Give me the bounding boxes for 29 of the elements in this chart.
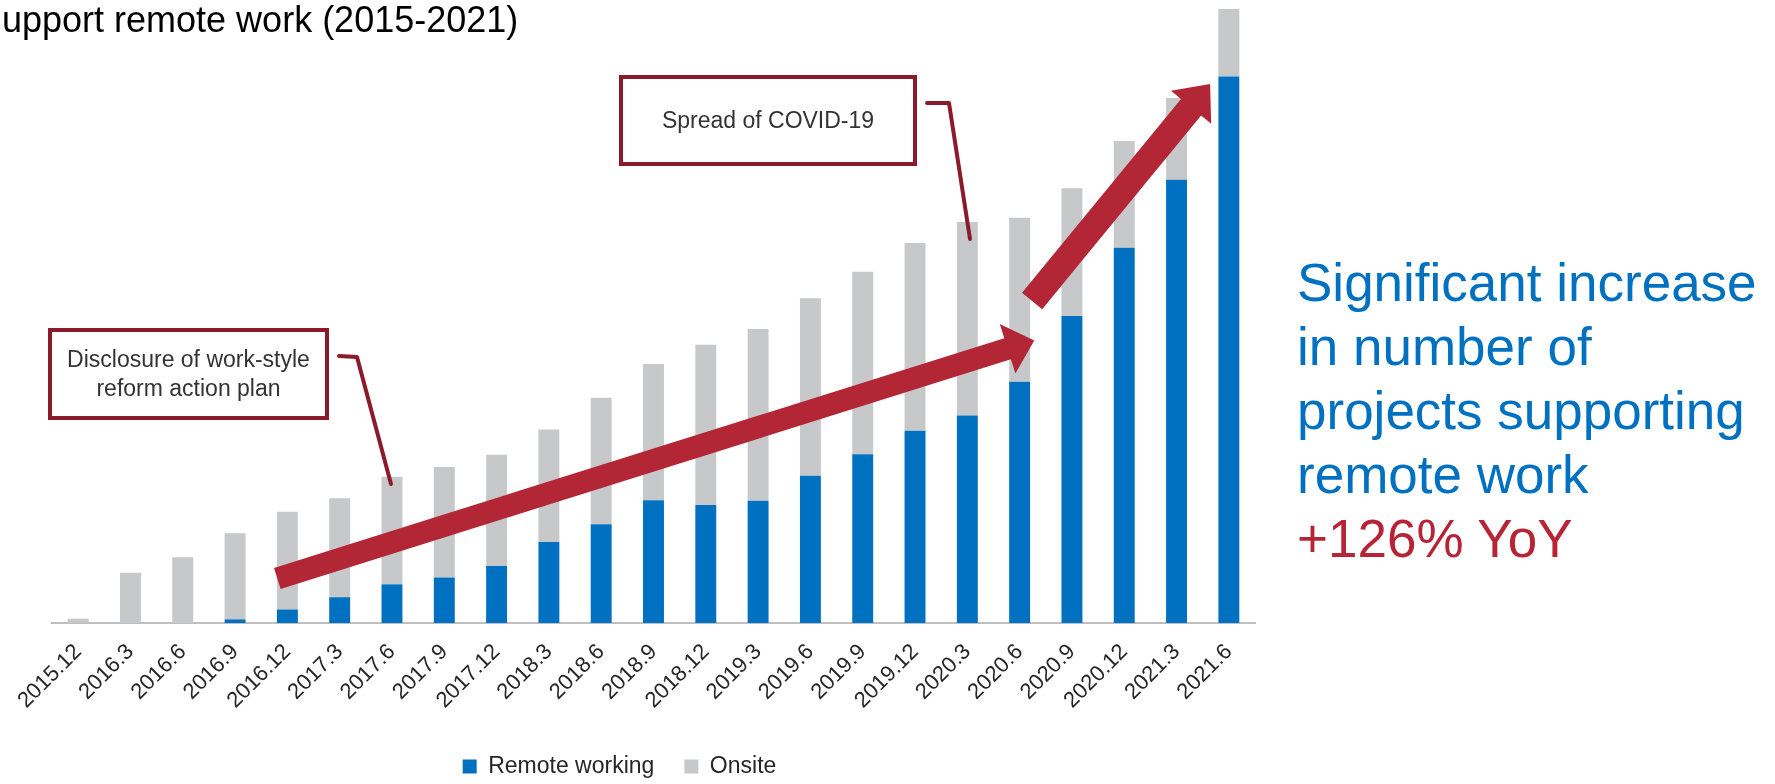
bar (1218, 76, 1240, 623)
bar (433, 577, 455, 623)
bar (224, 533, 246, 620)
chart-title: upport remote work (2015-2021) (2, 0, 519, 40)
bar (1113, 247, 1135, 623)
bar (1009, 381, 1031, 623)
bar (329, 597, 351, 623)
bar (381, 584, 403, 623)
bar (1218, 9, 1240, 77)
bar (224, 619, 246, 623)
bar (538, 541, 560, 623)
bar (1061, 316, 1083, 623)
bar (904, 430, 926, 623)
bar (799, 475, 821, 623)
bar (956, 415, 978, 623)
annotation: Spread of COVID-19 (661, 106, 875, 135)
text: +126% YoY (1297, 508, 1574, 570)
bar (276, 609, 298, 623)
bar (747, 500, 769, 623)
bar (643, 500, 664, 623)
text: Significant increase in number of projects supporting remote work (1297, 252, 1758, 506)
bar (590, 524, 612, 623)
bar (852, 454, 874, 623)
bar (695, 505, 717, 623)
bar (486, 565, 508, 623)
legend-label: Onsite (709, 751, 777, 778)
legend-label: Remote working (488, 751, 655, 778)
annotation: Disclosure of work-style reform action plan (66, 345, 311, 403)
bar (1166, 179, 1187, 623)
